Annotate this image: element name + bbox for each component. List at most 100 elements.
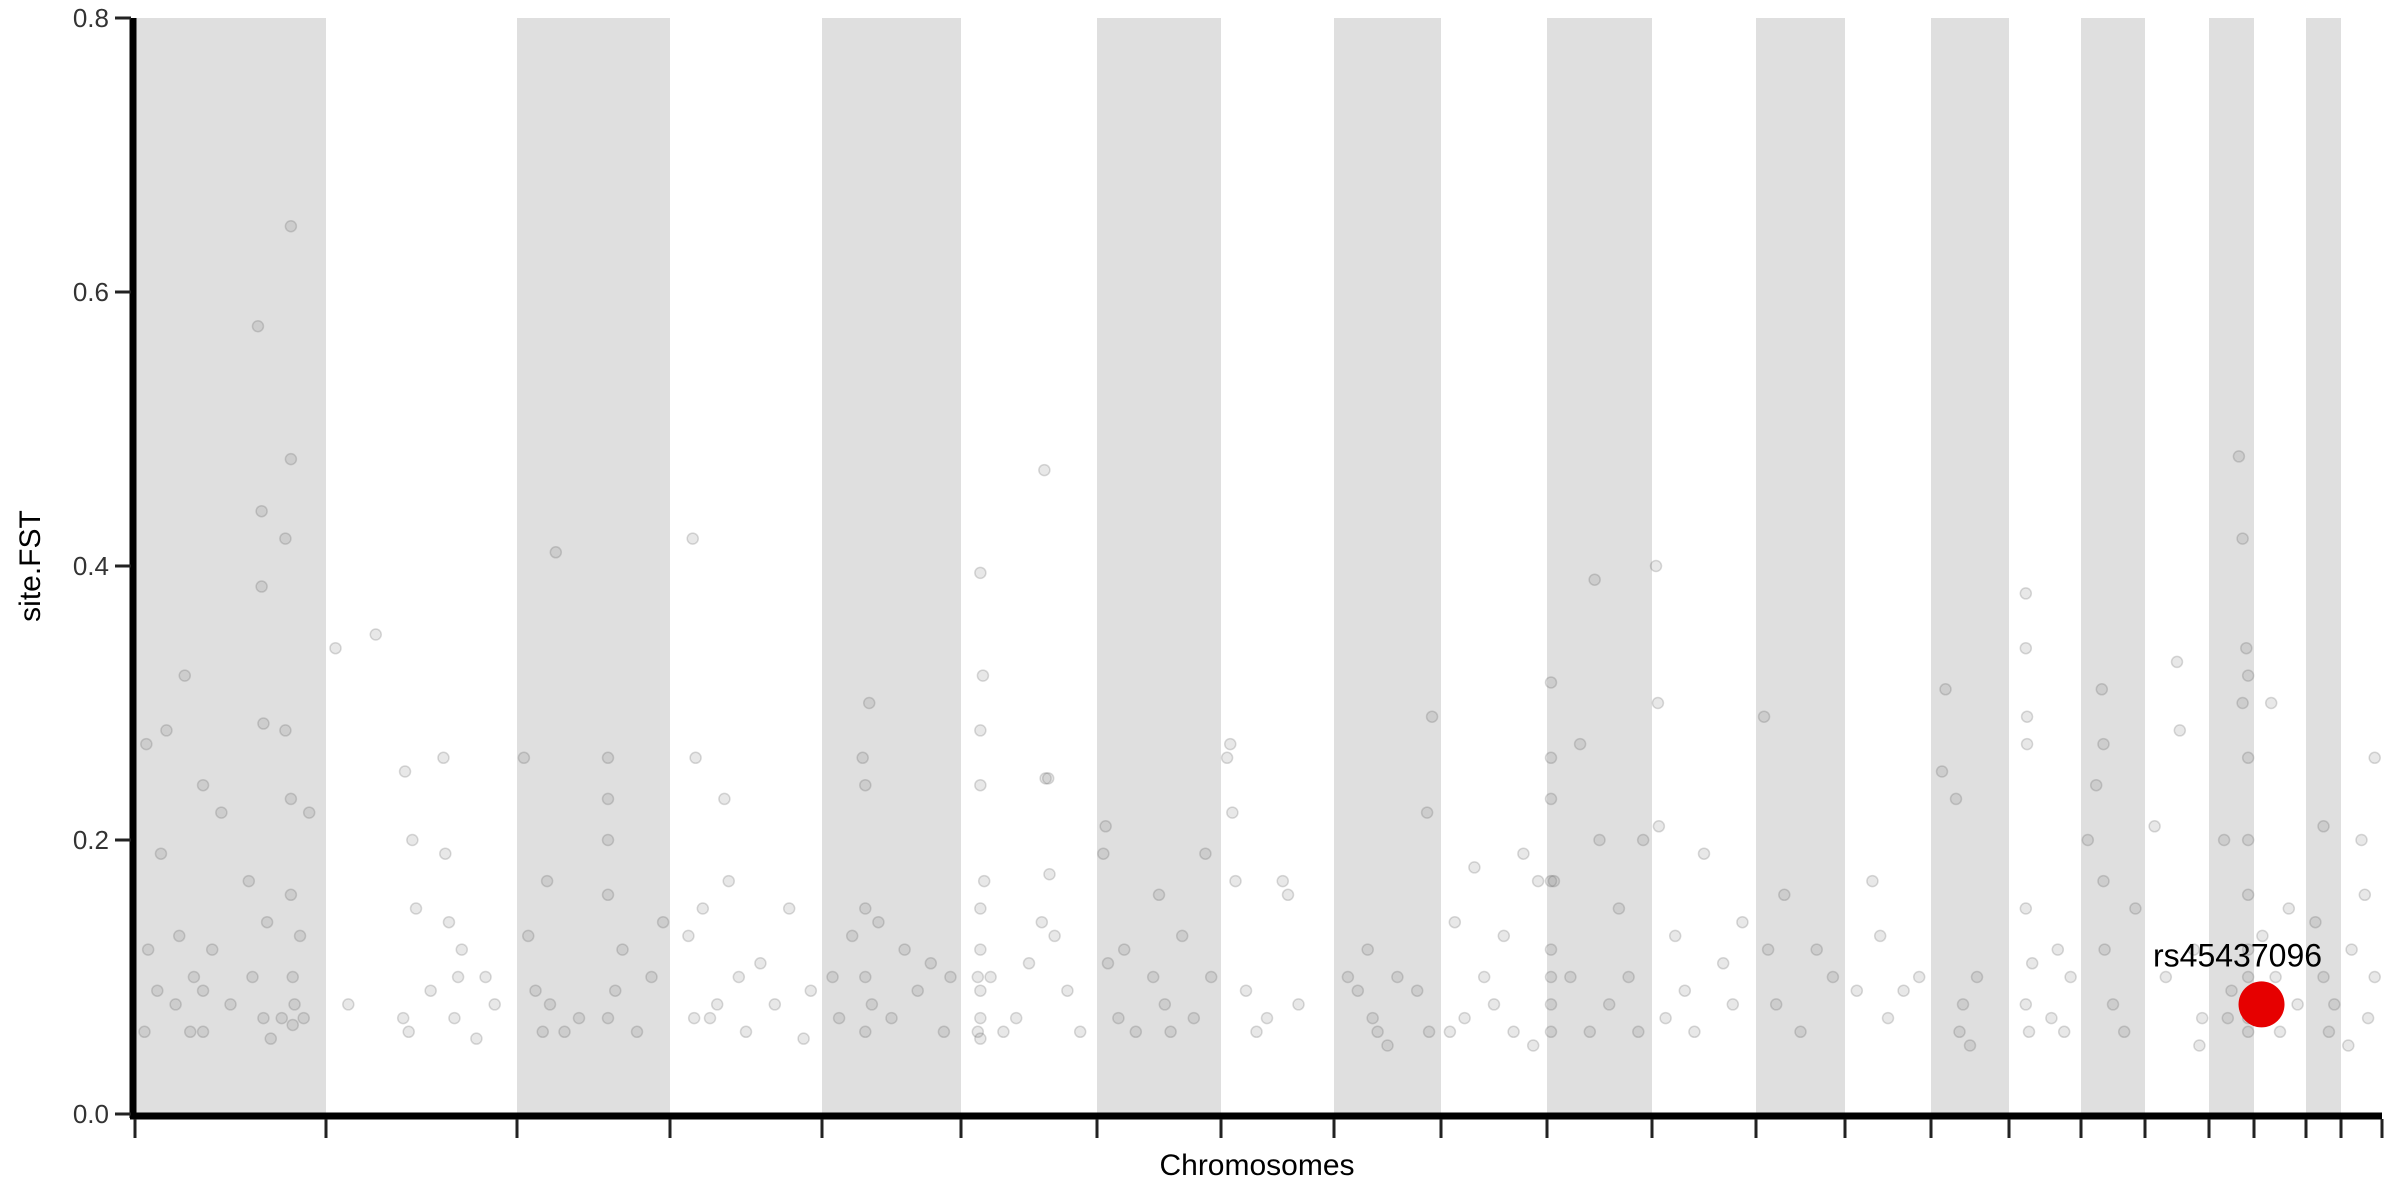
snp-point bbox=[797, 1032, 810, 1045]
snp-point bbox=[242, 874, 256, 888]
snp-point bbox=[974, 943, 987, 956]
snp-point bbox=[2057, 1025, 2071, 1039]
snp-point bbox=[1507, 1025, 1520, 1039]
snp-point bbox=[160, 724, 173, 737]
snp-point bbox=[609, 984, 622, 997]
snp-point bbox=[974, 984, 987, 997]
snp-point bbox=[645, 970, 658, 984]
snp-point bbox=[976, 669, 990, 682]
y-tick-label: 0.2 bbox=[73, 825, 109, 855]
chromosome-band bbox=[1097, 18, 1221, 1114]
snp-point bbox=[543, 998, 557, 1011]
snp-point bbox=[2193, 1039, 2206, 1052]
snp-point bbox=[1022, 957, 1036, 970]
chromosome-band bbox=[2209, 18, 2254, 1114]
snp-point bbox=[205, 943, 219, 956]
snp-point bbox=[2322, 1025, 2336, 1039]
snp-point bbox=[183, 1025, 197, 1039]
snp-point bbox=[1038, 463, 1051, 477]
snp-point bbox=[1226, 806, 1239, 819]
snp-point bbox=[2368, 751, 2381, 765]
snp-point bbox=[1612, 902, 1626, 915]
snp-point bbox=[260, 915, 274, 929]
snp-point bbox=[1593, 833, 1606, 847]
snp-point bbox=[2217, 833, 2231, 847]
chromosome-band bbox=[135, 18, 326, 1114]
snp-point bbox=[255, 580, 268, 593]
snp-point bbox=[2051, 943, 2065, 956]
snp-point bbox=[1769, 998, 1783, 1011]
snp-point bbox=[832, 1011, 846, 1025]
y-axis-title: site.FST bbox=[14, 510, 47, 622]
snp-point bbox=[517, 751, 531, 765]
snp-point bbox=[1101, 957, 1115, 970]
snp-point bbox=[2195, 1011, 2209, 1025]
snp-point bbox=[1716, 957, 1730, 970]
snp-point bbox=[997, 1025, 1010, 1039]
snp-point bbox=[1361, 943, 1374, 956]
snp-point bbox=[1497, 929, 1511, 943]
snp-point bbox=[1897, 984, 1910, 997]
snp-point bbox=[739, 1025, 753, 1039]
snp-point bbox=[1794, 1025, 1807, 1039]
snp-point bbox=[1292, 998, 1305, 1011]
snp-point bbox=[601, 792, 615, 806]
snp-point bbox=[911, 984, 924, 997]
snp-point bbox=[1391, 970, 1404, 984]
snp-point bbox=[2368, 970, 2381, 984]
snp-point bbox=[2241, 970, 2255, 984]
snp-point bbox=[1043, 868, 1056, 881]
snp-point bbox=[1956, 998, 1970, 1011]
snp-point bbox=[2221, 1011, 2235, 1025]
snp-point bbox=[1544, 1025, 1558, 1039]
snp-point bbox=[1420, 806, 1434, 819]
snp-point bbox=[1668, 929, 1682, 943]
snp-point bbox=[1458, 1011, 1471, 1025]
snp-point bbox=[768, 998, 782, 1011]
snp-point bbox=[2342, 1039, 2355, 1052]
snp-point bbox=[342, 998, 355, 1011]
snp-point bbox=[1448, 915, 1462, 929]
snp-point bbox=[2019, 998, 2033, 1011]
snp-point bbox=[284, 888, 298, 902]
snp-point bbox=[1778, 888, 1791, 902]
snp-point bbox=[2317, 820, 2330, 833]
snp-point bbox=[1583, 1025, 1597, 1039]
snp-point bbox=[1912, 970, 1926, 984]
snp-point bbox=[455, 943, 469, 956]
snp-point bbox=[865, 998, 879, 1011]
snp-point bbox=[2020, 710, 2034, 723]
snp-point bbox=[2095, 683, 2109, 696]
snp-point bbox=[1726, 998, 1740, 1011]
snp-point bbox=[1649, 559, 1663, 573]
snp-point bbox=[2129, 902, 2142, 915]
snp-point bbox=[872, 915, 885, 929]
snp-point bbox=[937, 1025, 951, 1039]
snp-point bbox=[2106, 998, 2120, 1011]
snp-point bbox=[251, 320, 265, 333]
snp-point bbox=[2241, 943, 2255, 956]
snp-point bbox=[284, 219, 298, 233]
snp-point bbox=[2236, 696, 2249, 710]
axes: 0.0 0.2 0.4 0.6 0.8 bbox=[73, 3, 2384, 1138]
snp-point bbox=[2361, 1011, 2375, 1025]
chromosome-band bbox=[2081, 18, 2145, 1114]
snp-point bbox=[2089, 778, 2103, 792]
y-tick-label: 0.6 bbox=[73, 277, 109, 307]
snp-point bbox=[2064, 970, 2077, 984]
snp-point bbox=[140, 737, 153, 751]
snp-point bbox=[722, 874, 735, 888]
snp-point bbox=[974, 1011, 987, 1025]
snp-point bbox=[689, 751, 702, 765]
snp-point bbox=[396, 1011, 410, 1025]
snp-point bbox=[601, 888, 615, 902]
snp-point bbox=[703, 1011, 717, 1025]
y-tick-label: 0.4 bbox=[73, 551, 109, 581]
snp-point bbox=[1073, 1025, 1087, 1039]
snp-point bbox=[297, 1011, 310, 1025]
snp-point bbox=[2232, 450, 2246, 463]
snp-point bbox=[924, 957, 938, 970]
snp-point bbox=[601, 751, 615, 765]
snp-point bbox=[984, 970, 997, 984]
snp-point bbox=[845, 929, 859, 943]
